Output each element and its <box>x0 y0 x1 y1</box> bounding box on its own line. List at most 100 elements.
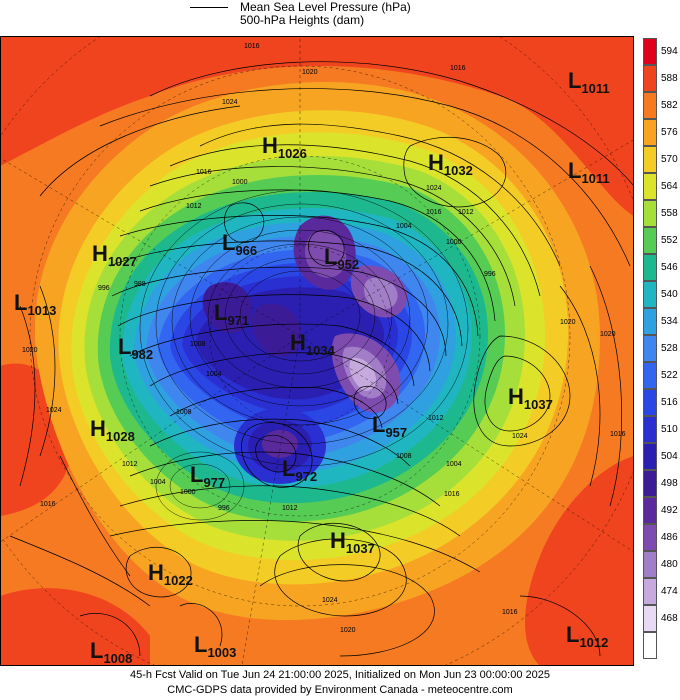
colorbar-label: 504 <box>661 451 678 462</box>
colorbar-swatch <box>643 443 657 470</box>
isobar-value-label: 1020 <box>340 627 356 634</box>
colorbar-swatch <box>643 605 657 632</box>
isobar-value-label: 1000 <box>232 179 248 186</box>
isobar-value-label: 1012 <box>186 203 202 210</box>
isobar-value-label: 1024 <box>46 407 62 414</box>
isobar-value-label: 1000 <box>446 239 462 246</box>
colorbar-swatch <box>643 65 657 92</box>
colorbar-label: 528 <box>661 343 678 354</box>
colorbar-label: 486 <box>661 532 678 543</box>
colorbar-label: 576 <box>661 127 678 138</box>
colorbar-swatch <box>643 578 657 605</box>
high-pressure-label: H1028 <box>90 416 135 444</box>
isobar-value-label: 1004 <box>396 223 412 230</box>
colorbar-label: 498 <box>661 478 678 489</box>
high-pressure-label: H1026 <box>262 133 307 161</box>
isobar-value-label: 996 <box>218 505 230 512</box>
isobar-value-label: 1000 <box>180 489 196 496</box>
isobar-value-label: 996 <box>484 271 496 278</box>
colorbar-swatch <box>643 227 657 254</box>
isobar-legend-line <box>190 7 228 8</box>
colorbar-label: 552 <box>661 235 678 246</box>
forecast-valid-text: 45-h Fcst Valid on Tue Jun 24 21:00:00 2… <box>130 669 550 681</box>
high-pressure-label: H1034 <box>290 330 336 358</box>
colorbar-label: 510 <box>661 424 678 435</box>
colorbar-swatch <box>643 308 657 335</box>
header: Mean Sea Level Pressure (hPa) 500-hPa He… <box>0 0 680 36</box>
high-pressure-label: H1032 <box>428 150 473 178</box>
isobar-value-label: 1008 <box>190 341 206 348</box>
height-colorbar: 594 588 582 576 570 564 558 552 546 540 534 528 522 5… <box>643 38 680 663</box>
colorbar-label: 588 <box>661 73 678 84</box>
isobar-value-label: 1024 <box>426 185 442 192</box>
high-pressure-label: H1037 <box>508 384 553 412</box>
isobar-value-label: 1016 <box>450 65 466 72</box>
colorbar-swatch <box>643 38 657 65</box>
colorbar-label: 570 <box>661 154 678 165</box>
colorbar-label: 564 <box>661 181 678 192</box>
low-pressure-label: L952 <box>324 244 359 272</box>
map-border <box>0 36 634 666</box>
isobar-value-label: 1004 <box>206 371 222 378</box>
isobar-value-label: 1004 <box>150 479 166 486</box>
isobar-value-label: 1020 <box>22 347 38 354</box>
colorbar-swatch <box>643 497 657 524</box>
isobar-value-label: 996 <box>98 285 110 292</box>
low-pressure-label: L1011 <box>568 158 610 186</box>
colorbar-swatch <box>643 335 657 362</box>
isobar-value-label: 988 <box>134 281 146 288</box>
isobar-value-label: 1012 <box>428 415 444 422</box>
colorbar-swatch <box>643 146 657 173</box>
colorbar-label: 546 <box>661 262 678 273</box>
low-pressure-label: L1011 <box>568 68 610 96</box>
height-fill-480 <box>364 277 398 310</box>
data-credit-text: CMC-GDPS data provided by Environment Ca… <box>167 684 513 696</box>
colorbar-swatch <box>643 632 657 659</box>
isobar-value-label: 1020 <box>560 319 576 326</box>
isobar-value-label: 1012 <box>282 505 298 512</box>
isobar-value-label: 1016 <box>502 609 518 616</box>
colorbar-label: 540 <box>661 289 678 300</box>
isobar-value-label: 1016 <box>244 43 260 50</box>
isobar-value-label: 1024 <box>222 99 238 106</box>
colorbar-swatch <box>643 92 657 119</box>
isobar-value-label: 1008 <box>396 453 412 460</box>
high-pressure-label: H1037 <box>330 528 375 556</box>
height-fill-492 <box>262 430 298 458</box>
high-pressure-label: H1027 <box>92 241 137 269</box>
isobar-value-label: 1004 <box>446 461 462 468</box>
height-fill-474 <box>349 357 376 391</box>
isobar-label-layer: 1016 1020 1016 1024 1024 1016 1012 1016 1000 1012… <box>22 43 626 634</box>
isobar-value-label: 1020 <box>302 69 318 76</box>
colorbar-label: 492 <box>661 505 678 516</box>
colorbar-swatch <box>643 281 657 308</box>
map-canvas: 1016 1020 1016 1024 1024 1016 1012 1016 1000 1012… <box>0 36 634 666</box>
isobar-value-label: 1016 <box>444 491 460 498</box>
heights-legend-label: 500-hPa Heights (dam) <box>240 13 365 27</box>
isobar-value-label: 1008 <box>176 409 192 416</box>
isobar-value-label: 1012 <box>458 209 474 216</box>
colorbar-label: 468 <box>661 613 678 624</box>
isobar-value-label: 1020 <box>600 331 616 338</box>
isobar-value-label: 1024 <box>322 597 338 604</box>
colorbar-label: 582 <box>661 100 678 111</box>
isobar-value-label: 1016 <box>196 169 212 176</box>
isobar-value-label: 1016 <box>426 209 442 216</box>
colorbar-swatch <box>643 389 657 416</box>
colorbar-swatch <box>643 362 657 389</box>
colorbar-swatch <box>643 119 657 146</box>
low-pressure-label: L957 <box>372 412 407 440</box>
low-pressure-label: L977 <box>190 462 225 490</box>
low-pressure-label: L982 <box>118 334 153 362</box>
isobar-value-label: 1024 <box>512 433 528 440</box>
colorbar-swatch <box>643 254 657 281</box>
isobar-value-label: 1016 <box>40 501 56 508</box>
pressure-system-layer: L1011 H1026 H1032 L1011 H1027 L966 L952 L1013 L9… <box>14 68 610 666</box>
height-fill-486 <box>305 230 347 278</box>
low-pressure-label: L971 <box>214 300 249 328</box>
colorbar-swatch <box>643 524 657 551</box>
high-pressure-label: H1022 <box>148 560 193 588</box>
low-pressure-label: L1008 <box>90 638 132 666</box>
weather-map: 1016 1020 1016 1024 1024 1016 1012 1016 1000 1012… <box>0 36 634 666</box>
colorbar-label: 558 <box>661 208 678 219</box>
